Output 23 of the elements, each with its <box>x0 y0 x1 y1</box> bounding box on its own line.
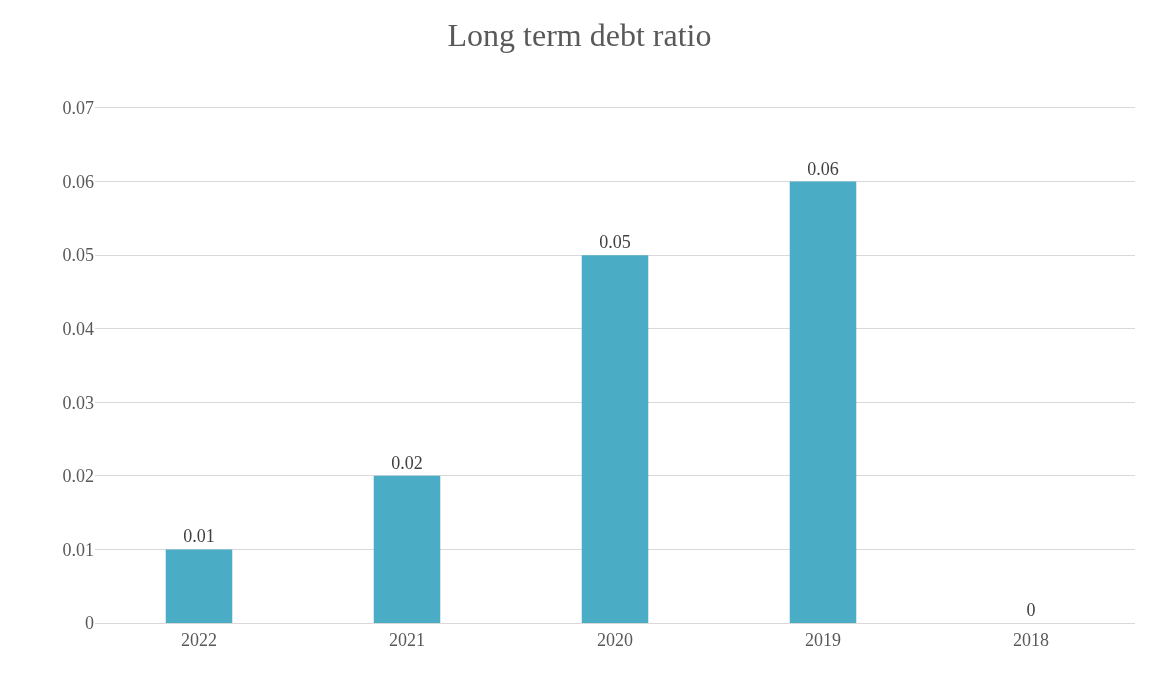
data-label: 0.02 <box>391 452 423 473</box>
bar <box>789 181 857 623</box>
x-tick-label: 2021 <box>389 629 425 650</box>
y-tick-label: 0.04 <box>62 319 94 340</box>
y-tick-label: 0.05 <box>62 245 94 266</box>
bar <box>165 549 233 623</box>
data-label: 0.01 <box>183 526 215 547</box>
chart-title: Long term debt ratio <box>447 17 712 54</box>
bar <box>373 475 441 623</box>
bar <box>581 255 649 623</box>
data-label: 0 <box>1026 600 1036 620</box>
y-tick-label: 0 <box>85 613 94 634</box>
x-tick-label: 2020 <box>597 629 633 650</box>
x-tick-label: 2018 <box>1013 629 1049 650</box>
y-tick-label: 0.07 <box>62 98 94 119</box>
x-tick-label: 2019 <box>805 629 841 650</box>
y-tick-label: 0.02 <box>62 466 94 487</box>
y-tick-label: 0.03 <box>62 392 94 413</box>
x-tick-label: 2022 <box>181 629 217 650</box>
y-tick-label: 0.06 <box>62 171 94 192</box>
data-label: 0.05 <box>599 232 631 253</box>
y-tick-label: 0.01 <box>62 539 94 560</box>
data-label: 0.06 <box>807 158 839 179</box>
